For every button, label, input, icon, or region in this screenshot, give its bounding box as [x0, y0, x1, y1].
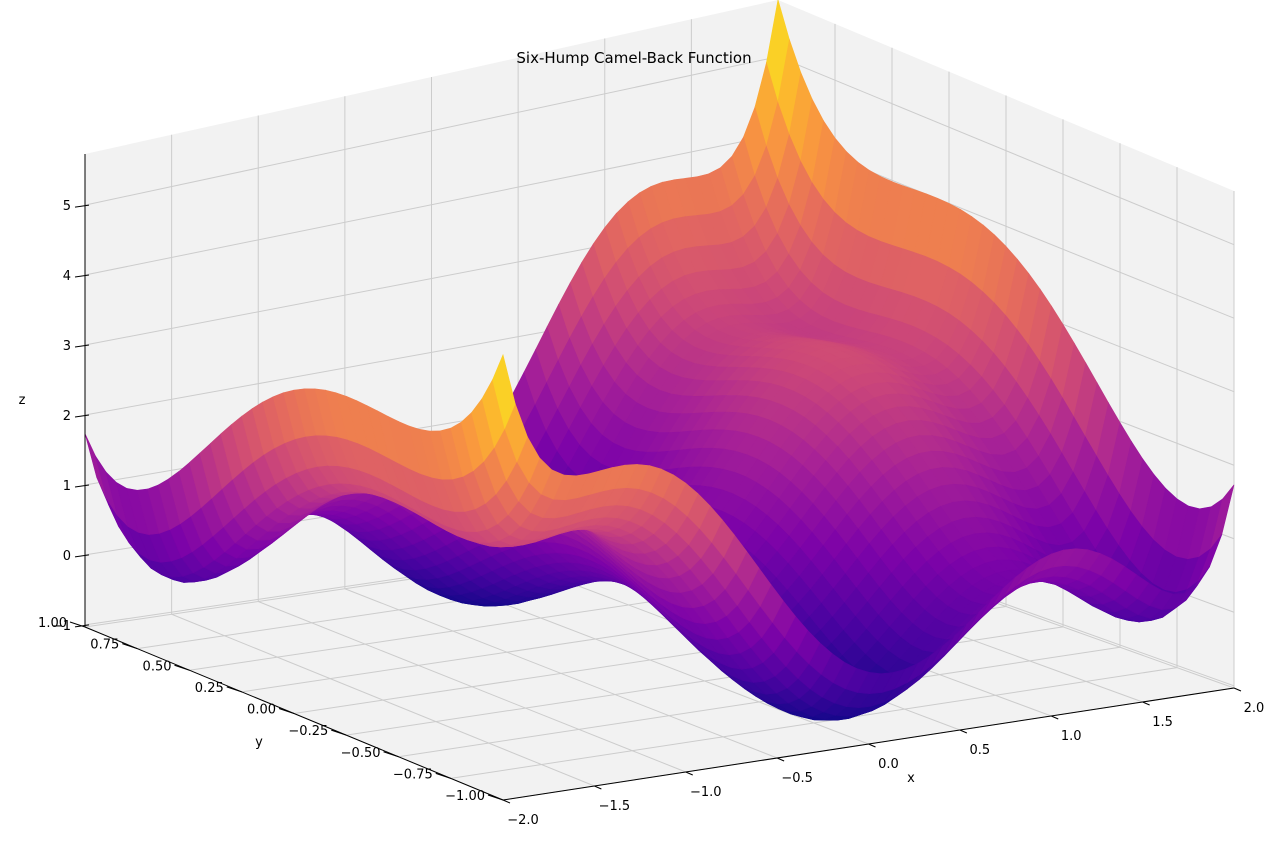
- z-axis-label: z: [19, 393, 26, 408]
- x-tick-label: −2.0: [507, 813, 539, 828]
- x-tick-label: 0.5: [970, 743, 991, 758]
- y-tick-label: 0.00: [247, 703, 276, 718]
- x-tick-label: −0.5: [781, 771, 813, 786]
- y-tick-mark: [122, 643, 138, 650]
- y-tick-mark: [278, 708, 295, 714]
- y-tick-label: 0.75: [90, 638, 119, 653]
- z-tick-label: 2: [63, 409, 71, 424]
- y-tick-mark: [435, 772, 451, 779]
- chart-title: Six-Hump Camel-Back Function: [516, 49, 751, 67]
- x-axis-label: x: [907, 771, 915, 786]
- x-tick-label: −1.0: [690, 785, 722, 800]
- z-tick-mark: [74, 554, 90, 558]
- y-tick-mark: [383, 751, 399, 758]
- x-tick-label: −1.5: [599, 799, 631, 814]
- z-tick-mark: [74, 484, 90, 488]
- x-tick-mark: [1233, 687, 1242, 692]
- x-tick-mark: [959, 729, 968, 734]
- x-tick-label: 0.0: [878, 757, 899, 772]
- x-tick-mark: [594, 785, 602, 790]
- y-tick-label: −0.50: [341, 746, 381, 761]
- z-tick-mark: [74, 204, 90, 208]
- surface-patch: [492, 353, 516, 430]
- y-tick-label: 1.00: [38, 616, 67, 631]
- y-tick-label: −0.75: [393, 767, 433, 782]
- grid-line-z-back: [84, 56, 779, 206]
- z-tick-label: 1: [63, 479, 71, 494]
- z-tick-mark: [74, 344, 90, 348]
- z-tick-label: 3: [63, 339, 71, 354]
- y-tick-mark: [487, 794, 504, 801]
- x-tick-mark: [776, 757, 785, 762]
- y-tick-mark: [226, 686, 242, 693]
- grid-line-z-side: [777, 56, 1235, 246]
- surface-mesh: [84, 0, 1235, 721]
- grid-line-z-back: [84, 133, 779, 276]
- x-tick-label: 2.0: [1244, 701, 1265, 716]
- y-axis-label: y: [255, 735, 263, 750]
- z-tick-mark: [74, 414, 90, 418]
- z-tick-label: 5: [63, 199, 71, 214]
- x-tick-mark: [868, 743, 876, 748]
- y-tick-mark: [331, 729, 347, 736]
- z-tick-label: −1: [52, 619, 71, 634]
- grid-line-y-floor: [450, 667, 1178, 779]
- axis-lines: [69, 154, 1242, 804]
- z-tick-mark: [74, 624, 90, 628]
- y-tick-label: 0.50: [143, 659, 172, 674]
- x-tick-mark: [1142, 701, 1150, 706]
- x-tick-label: 1.5: [1152, 715, 1173, 730]
- y-tick-label: 0.25: [195, 681, 224, 696]
- x-tick-label: 1.0: [1061, 729, 1082, 744]
- z-tick-label: 0: [63, 549, 71, 564]
- y-tick-label: −1.00: [445, 789, 485, 804]
- z-tick-label: 4: [63, 269, 71, 284]
- grid-line-y-floor: [398, 646, 1121, 758]
- z-tick-mark: [74, 274, 90, 278]
- tick-labels: −2.0 −1.5 −1.0 −0.5 0.0 0.5 1.0 1.5 2.0 −1.00 −0.7…: [38, 199, 1264, 828]
- x-tick-mark: [1051, 715, 1059, 720]
- y-tick-label: −0.25: [288, 724, 328, 739]
- x-tick-mark: [502, 799, 511, 804]
- y-tick-mark: [174, 664, 190, 671]
- x-tick-mark: [685, 771, 693, 776]
